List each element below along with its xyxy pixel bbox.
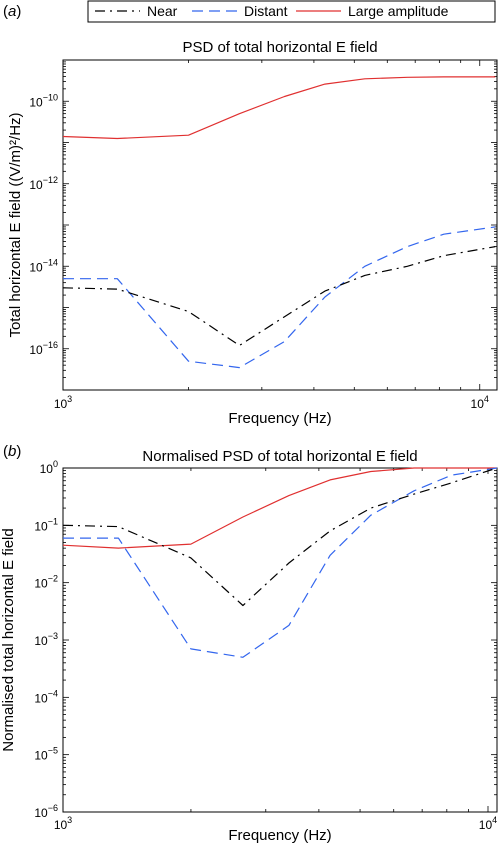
tick-exp: −14 (43, 257, 58, 267)
tick-base: 10 (34, 577, 48, 591)
tick-exp: 3 (67, 815, 72, 825)
tick-exp: −10 (43, 92, 58, 102)
x-axis-label: Frequency (Hz) (228, 827, 331, 844)
legend: Near Distant Large amplitude (87, 0, 496, 23)
y-tick-label: 10−1 (34, 516, 58, 533)
tick-base: 10 (479, 818, 493, 832)
y-tick-label: 10−3 (34, 631, 58, 648)
tick-exp: 3 (67, 394, 72, 404)
tick-base: 10 (34, 634, 48, 648)
y-tick-label: 100 (40, 459, 58, 476)
panel-label-letter: b (8, 443, 16, 460)
tick-exp: −12 (43, 175, 58, 185)
series-line-near (62, 467, 498, 607)
tick-base: 10 (471, 397, 485, 411)
panel-label-open: ( (3, 3, 8, 20)
y-tick-label: 10−4 (34, 688, 58, 705)
legend-box (87, 0, 496, 23)
plot-frame (62, 59, 498, 391)
y-tick-label: 10−5 (34, 746, 58, 763)
y-tick-label: 10−16 (29, 340, 58, 357)
plot-frame (62, 467, 498, 813)
panel-label-letter: a (8, 3, 16, 20)
panel-label-open: ( (3, 443, 8, 460)
x-axis-label: Frequency (Hz) (228, 410, 331, 427)
tick-exp: 4 (492, 815, 497, 825)
series-line-large-amplitude (62, 467, 497, 549)
series-line-distant (63, 226, 496, 369)
tick-base: 10 (34, 691, 48, 705)
x-tick-label: 103 (54, 394, 72, 411)
tick-base: 10 (29, 95, 43, 109)
legend-label: Near (147, 3, 178, 19)
y-axis-label: Normalised total horizontal E field (0, 528, 17, 751)
tick-exp: 0 (53, 459, 58, 469)
tick-base: 10 (40, 462, 54, 476)
tick-base: 10 (34, 749, 48, 763)
tick-base: 10 (54, 397, 68, 411)
y-axis-label: Total horizontal E field ((V/m)²/Hz) (7, 112, 24, 337)
panel-label: (a) (3, 3, 21, 20)
legend-label: Distant (244, 3, 288, 19)
tick-exp: −6 (48, 803, 58, 813)
tick-exp: −2 (48, 574, 58, 584)
tick-exp: −4 (48, 688, 58, 698)
tick-base: 10 (34, 519, 48, 533)
legend-label: Large amplitude (348, 3, 449, 19)
x-tick-label: 103 (54, 815, 72, 832)
series-line-near (62, 246, 496, 347)
chart-title: Normalised PSD of total horizontal E fie… (142, 448, 417, 465)
series-line-large-amplitude (62, 76, 496, 140)
panel-label-close: ) (16, 443, 21, 460)
tick-exp: 4 (484, 394, 489, 404)
x-tick-label: 104 (479, 815, 497, 832)
tick-base: 10 (34, 806, 48, 820)
y-tick-label: 10−12 (29, 175, 58, 192)
tick-exp: −16 (43, 340, 58, 350)
panel-label-close: ) (16, 3, 21, 20)
tick-exp: −3 (48, 631, 58, 641)
x-tick-label: 104 (471, 394, 489, 411)
chart-title: PSD of total horizontal E field (182, 39, 377, 56)
y-tick-label: 10−10 (29, 92, 58, 109)
tick-exp: −1 (48, 516, 58, 526)
panel-label: (b) (3, 443, 21, 460)
chart-panel-2: (b) Normalised PSD of total horizontal E … (0, 443, 498, 844)
tick-base: 10 (54, 818, 68, 832)
series-line-distant (63, 467, 498, 658)
y-tick-label: 10−2 (34, 574, 58, 591)
y-tick-label: 10−6 (34, 803, 58, 820)
tick-exp: −5 (48, 746, 58, 756)
tick-base: 10 (29, 260, 43, 274)
y-tick-label: 10−14 (29, 257, 58, 274)
tick-base: 10 (29, 178, 43, 192)
tick-base: 10 (29, 343, 43, 357)
